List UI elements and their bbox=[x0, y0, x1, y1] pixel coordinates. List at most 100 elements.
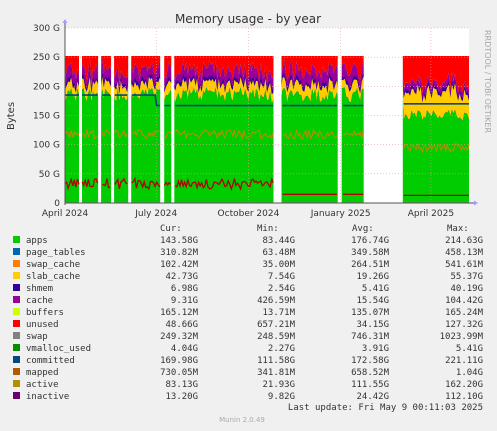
legend-avg: 3.91G bbox=[362, 344, 389, 354]
legend-name: shmem bbox=[26, 284, 53, 294]
legend-max: 104.42G bbox=[445, 296, 483, 306]
legend-name: page_tables bbox=[26, 248, 86, 258]
legend-name: unused bbox=[26, 320, 59, 330]
x-tick-label: July 2024 bbox=[134, 209, 177, 219]
legend-max: 55.37G bbox=[450, 272, 483, 282]
legend-row-swap_cache: swap_cache 102.42M 35.00M 264.51M 541.61M bbox=[13, 260, 484, 270]
y-tick-label: 300 G bbox=[33, 24, 60, 34]
line-committed bbox=[65, 94, 469, 107]
legend-cur: 42.73G bbox=[165, 272, 198, 282]
legend-cur: 4.04G bbox=[171, 344, 198, 354]
legend-min: 111.58G bbox=[257, 356, 295, 366]
rrdtool-credit: RRDTOOL / TOBI OETIKER bbox=[483, 30, 492, 133]
legend-row-vmalloc_used: vmalloc_used 4.04G 2.27G 3.91G 5.41G bbox=[13, 344, 483, 354]
legend-min: 35.00M bbox=[262, 260, 295, 270]
legend-min: 63.48M bbox=[262, 248, 295, 258]
x-axis-arrow bbox=[474, 200, 478, 206]
legend-max: 541.61M bbox=[445, 260, 484, 270]
legend-row-page_tables: page_tables 310.82M 63.48M 349.58M 458.13M bbox=[13, 248, 484, 258]
line-inactive bbox=[64, 176, 469, 197]
legend-swatch-slab_cache bbox=[13, 272, 20, 279]
legend-cur: 13.20G bbox=[165, 392, 198, 402]
grid-lines bbox=[64, 27, 469, 203]
legend-row-cache: cache 9.31G 426.59M 15.54G 104.42G bbox=[13, 296, 483, 306]
legend-name: swap_cache bbox=[26, 260, 80, 270]
legend-avg: 172.58G bbox=[351, 356, 389, 366]
legend-avg: 15.54G bbox=[356, 296, 389, 306]
legend-name: vmalloc_used bbox=[26, 344, 91, 354]
legend-avg: 19.26G bbox=[356, 272, 389, 282]
legend-swatch-committed bbox=[13, 356, 20, 363]
x-tick-label: April 2024 bbox=[42, 209, 89, 219]
legend-row-unused: unused 48.66G 657.21M 34.15G 127.32G bbox=[13, 320, 483, 330]
series-areas bbox=[65, 56, 469, 204]
legend-row-apps: apps 143.58G 83.44G 176.74G 214.63G bbox=[13, 236, 483, 246]
gap-5 bbox=[171, 28, 175, 203]
gap-3 bbox=[128, 28, 132, 203]
legend-avg: 24.42G bbox=[356, 392, 389, 402]
gap-4 bbox=[160, 28, 165, 203]
legend-avg: 5.41G bbox=[362, 284, 389, 294]
legend-swatch-active bbox=[13, 380, 20, 387]
legend-max: 127.32G bbox=[445, 320, 483, 330]
legend-min: 9.82G bbox=[268, 392, 295, 402]
y-tick-label: 100 G bbox=[33, 141, 60, 151]
y-tick-labels: 0 50 G 100 G 150 G 200 G 250 G 300 G bbox=[33, 24, 60, 209]
legend-header-min: Min: bbox=[257, 224, 279, 234]
y-tick-label: 250 G bbox=[33, 53, 60, 63]
legend-max: 221.11G bbox=[445, 356, 483, 366]
legend-swatch-mapped bbox=[13, 368, 20, 375]
legend-min: 2.54G bbox=[268, 284, 295, 294]
legend: Cur: Min: Avg: Max: apps 143.58G 83.44G 176… bbox=[13, 224, 484, 402]
legend-max: 5.41G bbox=[456, 344, 483, 354]
legend-name: swap bbox=[26, 332, 48, 342]
chart-title: Memory usage - by year bbox=[175, 12, 321, 26]
legend-cur: 102.42M bbox=[160, 260, 199, 270]
legend-swatch-apps bbox=[13, 236, 20, 243]
legend-min: 248.59M bbox=[257, 332, 296, 342]
legend-min: 13.71M bbox=[262, 308, 295, 318]
legend-cur: 9.31G bbox=[171, 296, 198, 306]
legend-swatch-cache bbox=[13, 296, 20, 303]
legend-max: 214.63G bbox=[445, 236, 483, 246]
y-tick-label: 0 bbox=[54, 199, 60, 209]
legend-cur: 169.98G bbox=[160, 356, 198, 366]
legend-name: active bbox=[26, 380, 59, 390]
legend-cur: 6.98G bbox=[171, 284, 198, 294]
legend-swatch-shmem bbox=[13, 284, 20, 291]
legend-swatch-buffers bbox=[13, 308, 20, 315]
x-tick-label: April 2025 bbox=[408, 209, 454, 219]
legend-name: mapped bbox=[26, 368, 59, 378]
legend-cur: 730.05M bbox=[160, 368, 199, 378]
legend-max: 1.04G bbox=[456, 368, 483, 378]
legend-cur: 165.12M bbox=[160, 308, 199, 318]
y-axis-arrow bbox=[62, 19, 68, 23]
x-tick-label: October 2024 bbox=[218, 209, 280, 219]
y-tick-label: 200 G bbox=[33, 82, 60, 92]
line-active bbox=[64, 128, 470, 154]
legend-min: 341.81M bbox=[257, 368, 296, 378]
x-tick-labels: April 2024 July 2024 October 2024 January 2… bbox=[42, 209, 454, 219]
legend-min: 7.54G bbox=[268, 272, 295, 282]
legend-swatch-page_tables bbox=[13, 248, 20, 255]
legend-min: 83.44G bbox=[262, 236, 295, 246]
legend-min: 2.27G bbox=[268, 344, 295, 354]
legend-max: 1023.99M bbox=[440, 332, 484, 342]
legend-cur: 48.66G bbox=[165, 320, 198, 330]
legend-avg: 34.15G bbox=[356, 320, 389, 330]
legend-max: 458.13M bbox=[445, 248, 484, 258]
legend-name: slab_cache bbox=[26, 272, 80, 282]
legend-max: 40.19G bbox=[450, 284, 483, 294]
y-axis-label: Bytes bbox=[6, 102, 17, 130]
legend-row-active: active 83.13G 21.93G 111.55G 162.20G bbox=[13, 380, 483, 390]
legend-row-buffers: buffers 165.12M 13.71M 135.07M 165.24M bbox=[13, 308, 484, 318]
legend-header-avg: Avg: bbox=[352, 224, 374, 234]
y-tick-label: 50 G bbox=[39, 170, 60, 180]
legend-max: 112.10G bbox=[445, 392, 483, 402]
axes bbox=[62, 19, 478, 206]
gap-7 bbox=[337, 28, 342, 203]
gap-1 bbox=[98, 28, 102, 203]
legend-name: inactive bbox=[26, 392, 69, 402]
